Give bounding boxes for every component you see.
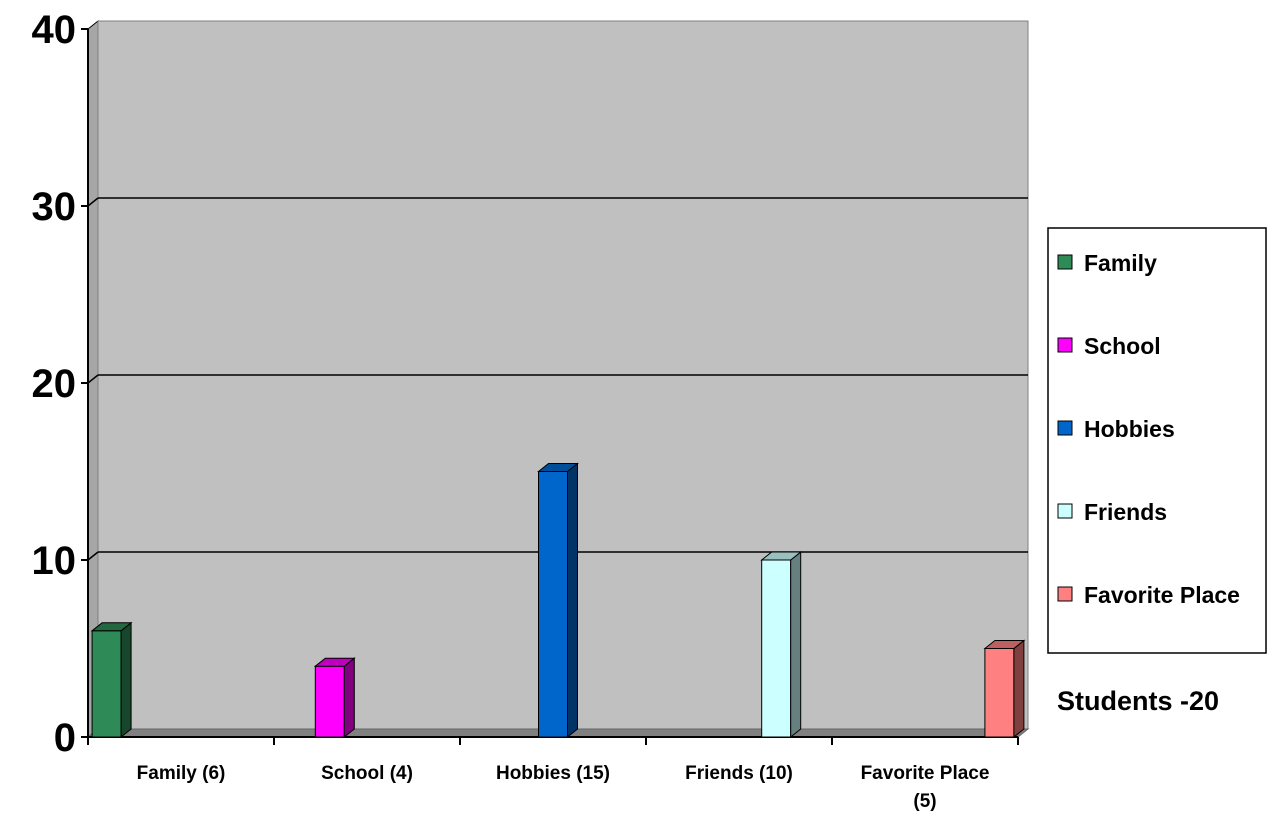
x-tick-label: Favorite Place (861, 763, 990, 784)
legend-box (1047, 227, 1267, 654)
x-tick-label: Hobbies (15) (496, 763, 610, 784)
bar (90, 621, 133, 739)
legend-label: School (1084, 333, 1161, 359)
bar-top (537, 463, 579, 472)
gridline-side (87, 197, 99, 207)
bar (537, 462, 579, 739)
y-tick-labels: 0 10 20 30 40 (32, 8, 77, 760)
legend: Family School Hobbies Friends Favorite Place (1047, 227, 1267, 654)
legend-label: Favorite Place (1084, 582, 1240, 608)
bar-front (314, 665, 345, 738)
legend-swatch (1057, 586, 1073, 602)
gridline-side (87, 551, 99, 561)
x-tick-label: Family (6) (137, 763, 226, 784)
legend-swatch (1057, 503, 1073, 519)
legend-label: Hobbies (1084, 416, 1175, 442)
bar-top (90, 622, 133, 632)
bars (90, 462, 1026, 739)
bar-side (1013, 639, 1025, 739)
bar-front (761, 559, 792, 738)
x-tick-label: Friends (10) (685, 763, 793, 784)
legend-label: Friends (1084, 499, 1167, 525)
gridline-side (87, 374, 99, 384)
bar-top (760, 551, 803, 561)
bar-side (790, 550, 802, 739)
legend-swatch (1057, 337, 1073, 353)
bar-front (91, 630, 122, 738)
y-tick-label: 20 (32, 362, 77, 406)
bar-front (984, 648, 1015, 738)
x-tick-label: (5) (913, 791, 936, 812)
legend-label: Family (1084, 250, 1157, 276)
bar (983, 639, 1026, 739)
legend-swatch (1057, 254, 1073, 270)
bar-side (120, 621, 132, 739)
x-tick-label: School (4) (321, 763, 413, 784)
legend-swatch (1057, 420, 1073, 436)
bar (760, 550, 803, 739)
bar-side (343, 657, 355, 739)
bar (313, 657, 356, 739)
students-annotation: Students -20 (1057, 686, 1219, 716)
bar-side (567, 462, 578, 739)
bar-front (538, 471, 568, 738)
y-tick-label: 10 (32, 539, 77, 583)
bar-top (983, 640, 1026, 649)
y-tick-label: 40 (32, 8, 77, 52)
y-tick-label: 30 (32, 185, 77, 229)
x-tick-labels: Family (6) School (4) Hobbies (15) Friends … (137, 763, 990, 812)
bar-top (313, 657, 356, 667)
y-tick-label: 0 (54, 716, 76, 760)
